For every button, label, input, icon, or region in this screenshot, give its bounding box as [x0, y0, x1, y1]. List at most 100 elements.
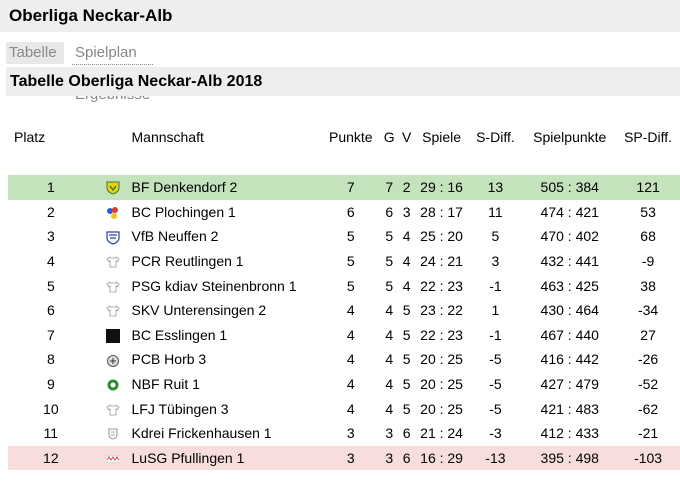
cell-punkte: 6	[346, 203, 355, 220]
cell-sdiff: 5	[491, 228, 500, 245]
cell-platz: 1	[46, 179, 55, 196]
cell-logo	[94, 372, 132, 397]
cell-v: 5	[402, 376, 411, 393]
cell-spiele: 23 : 22	[420, 302, 463, 319]
cell-logo	[94, 347, 132, 372]
cell-v: 4	[402, 277, 411, 294]
cell-platz: 12	[43, 449, 59, 466]
col-header-spiele: Spiele	[422, 129, 462, 145]
cell-sdiff: -5	[489, 400, 502, 417]
cell-g: 5	[385, 228, 394, 245]
cell-logo	[94, 298, 132, 323]
cell-spiele: 25 : 20	[420, 228, 463, 245]
cell-g: 4	[385, 326, 394, 343]
cell-spielpunkte: 395 : 498	[540, 449, 599, 466]
col-header-mannschaft: Mannschaft	[131, 129, 204, 145]
cell-spdiff: -62	[637, 400, 659, 417]
cell-spielpunkte: 421 : 483	[540, 400, 599, 417]
cell-team-name[interactable]: PSG kdiav Steinenbronn 1	[131, 277, 297, 294]
cell-team-name[interactable]: PCB Horb 3	[131, 351, 207, 368]
cell-sdiff: 3	[491, 253, 500, 270]
title-bar: Oberliga Neckar-Alb	[0, 0, 680, 32]
jersey-icon	[106, 255, 120, 269]
table-row: 6 SKV Unterensingen 2 4 4 5 23 : 22 1 430 : 464…	[8, 298, 680, 323]
col-header-logo	[94, 124, 132, 150]
cell-spdiff: 68	[640, 228, 656, 245]
table-row: 4 PCR Reutlingen 1 5 5 4 24 : 21 3 432 : 441 -9	[8, 249, 680, 274]
cell-spielpunkte: 474 : 421	[540, 203, 599, 220]
cell-punkte: 4	[346, 326, 355, 343]
page-title: Oberliga Neckar-Alb	[9, 6, 173, 25]
cell-spiele: 22 : 23	[420, 326, 463, 343]
cell-team-name[interactable]: PCR Reutlingen 1	[131, 253, 244, 270]
crest-small-icon	[106, 427, 120, 441]
cell-logo	[94, 224, 132, 249]
cell-team-name[interactable]: BF Denkendorf 2	[131, 179, 238, 196]
cell-g: 5	[385, 277, 394, 294]
cell-logo	[94, 200, 132, 225]
cell-punkte: 3	[346, 449, 355, 466]
table-row: 7 BC Esslingen 1 4 4 5 22 : 23 -1 467 : 440 27	[8, 323, 680, 348]
cell-g: 5	[385, 253, 394, 270]
cell-spdiff: -21	[637, 425, 659, 442]
cell-g: 3	[385, 449, 394, 466]
cell-spdiff: 53	[640, 203, 656, 220]
cell-sdiff: -1	[489, 326, 502, 343]
table-row: 9 NBF Ruit 1 4 4 5 20 : 25 -5 427 : 479 -52	[8, 372, 680, 397]
cell-platz: 4	[46, 253, 55, 270]
cell-g: 3	[385, 425, 394, 442]
cell-team-name[interactable]: Kdrei Frickenhausen 1	[131, 425, 272, 442]
cell-team-name[interactable]: LuSG Pfullingen 1	[131, 449, 245, 466]
cell-v: 5	[402, 326, 411, 343]
cell-spiele: 16 : 29	[420, 449, 463, 466]
cell-sdiff: -3	[489, 425, 502, 442]
table-row: 2 BC Plochingen 1 6 6 3 28 : 17 11 474 : 421 53	[8, 200, 680, 225]
tab-spielplan[interactable]: Spielplan & Ergebnisse	[72, 42, 154, 103]
cell-spiele: 20 : 25	[420, 400, 463, 417]
cell-spiele: 28 : 17	[420, 203, 463, 220]
cell-platz: 8	[46, 351, 55, 368]
cell-team-name[interactable]: LFJ Tübingen 3	[131, 400, 229, 417]
cell-punkte: 4	[346, 302, 355, 319]
black-square-icon	[105, 329, 120, 343]
cell-g: 6	[385, 203, 394, 220]
col-header-spielpunkte: Spielpunkte	[533, 129, 607, 145]
section-header: Tabelle Oberliga Neckar-Alb 2018	[6, 67, 680, 96]
cell-g: 4	[385, 376, 394, 393]
cell-spiele: 20 : 25	[420, 376, 463, 393]
table-row: 10 LFJ Tübingen 3 4 4 5 20 : 25 -5 421 : 483 -62	[8, 396, 680, 421]
tab-tabelle[interactable]: Tabelle	[6, 42, 64, 64]
cell-punkte: 4	[346, 351, 355, 368]
cell-team-name[interactable]: SKV Unterensingen 2	[131, 302, 267, 319]
cell-g: 4	[385, 351, 394, 368]
cell-platz: 9	[46, 376, 55, 393]
cell-punkte: 7	[346, 179, 355, 196]
cell-platz: 6	[46, 302, 55, 319]
table-header-row: Platz Mannschaft Punkte G V Spiele S-Dif…	[8, 124, 680, 150]
table-row: 5 PSG kdiav Steinenbronn 1 5 5 4 22 : 23 -1 463…	[8, 273, 680, 298]
cell-spdiff: 121	[636, 179, 660, 196]
cell-spielpunkte: 463 : 425	[540, 277, 599, 294]
cell-team-name[interactable]: VfB Neuffen 2	[131, 228, 219, 245]
cell-v: 2	[402, 179, 411, 196]
table-row: 12 LuSG Pfullingen 1 3 3 6 16 : 29 -13 395 : 49…	[8, 445, 680, 471]
cell-spiele: 21 : 24	[420, 425, 463, 442]
cell-team-name[interactable]: BC Plochingen 1	[131, 203, 236, 220]
cell-team-name[interactable]: BC Esslingen 1	[131, 326, 228, 343]
table-row: 11 Kdrei Frickenhausen 1 3 3 6 21 : 24 -3 412 :…	[8, 421, 680, 446]
jersey-icon	[106, 304, 120, 318]
cell-punkte: 5	[346, 228, 355, 245]
col-header-sdiff: S-Diff.	[476, 129, 515, 145]
cell-sdiff: 13	[487, 179, 504, 196]
cell-platz: 5	[46, 277, 55, 294]
crest-green-icon	[106, 378, 120, 392]
cell-spielpunkte: 432 : 441	[540, 253, 599, 270]
cell-platz: 11	[43, 425, 59, 442]
cell-team-name[interactable]: NBF Ruit 1	[131, 376, 200, 393]
col-header-platz: Platz	[14, 129, 46, 145]
cell-sdiff: -5	[489, 351, 502, 368]
cell-v: 4	[402, 253, 411, 270]
standings-table: Platz Mannschaft Punkte G V Spiele S-Dif…	[8, 124, 680, 471]
col-header-g: G	[383, 129, 395, 145]
cell-g: 4	[385, 302, 394, 319]
